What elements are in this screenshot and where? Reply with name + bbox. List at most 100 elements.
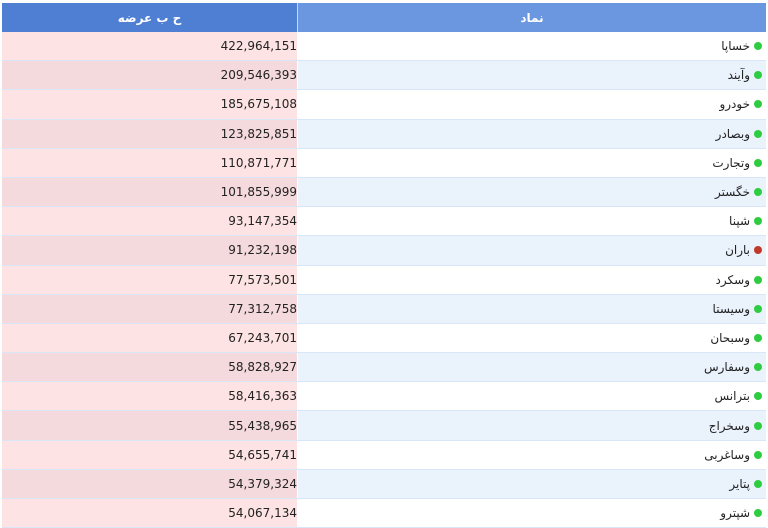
symbol-cell: وتجارت [297, 148, 766, 177]
supply-volume-value: 101,855,999 [220, 185, 297, 200]
supply-volume-value: 77,573,501 [228, 272, 297, 287]
table-row[interactable]: وساغربی 54,655,741 [2, 440, 766, 470]
status-dot-icon [754, 450, 762, 459]
supply-volume-value: 54,655,741 [228, 447, 297, 462]
symbol-cell: پتایر [297, 469, 766, 498]
table-row[interactable]: وسکرد 77,573,501 [2, 265, 766, 295]
supply-volume-value: 54,067,134 [228, 506, 297, 521]
table-row[interactable]: باران 91,232,198 [2, 236, 766, 266]
status-dot-icon [754, 246, 762, 255]
supply-volume-cell: 91,232,198 [2, 236, 297, 265]
status-dot-icon [754, 71, 762, 80]
supply-volume-value: 77,312,758 [228, 301, 297, 316]
table-row[interactable]: وسیستا 77,312,758 [2, 294, 766, 324]
symbol-label[interactable]: وسخراج [708, 418, 750, 433]
table-row[interactable]: شپترو 54,067,134 [2, 499, 766, 528]
supply-volume-cell: 422,964,151 [2, 32, 297, 61]
table-row[interactable]: خگستر 101,855,999 [2, 177, 766, 208]
supply-volume-cell: 209,546,393 [2, 61, 297, 90]
supply-volume-value: 185,675,108 [220, 97, 297, 112]
symbol-label[interactable]: وسفارس [703, 360, 750, 375]
symbol-cell: شپنا [297, 207, 766, 236]
table-row[interactable]: وبصادر 123,825,851 [2, 119, 766, 149]
symbol-cell: وبصادر [297, 119, 766, 148]
symbol-cell: وسیستا [297, 294, 766, 323]
symbol-cell: باران [297, 236, 766, 265]
symbol-cell: خساپا [297, 32, 766, 61]
column-header-supply-volume[interactable]: ح ب عرضه [2, 3, 297, 32]
symbol-label[interactable]: بترانس [714, 389, 750, 404]
symbol-label[interactable]: خساپا [721, 39, 750, 54]
supply-volume-cell: 93,147,354 [2, 207, 297, 236]
supply-volume-value: 209,546,393 [220, 68, 297, 83]
symbol-cell: شپترو [297, 499, 766, 528]
symbol-label[interactable]: وتجارت [712, 155, 750, 170]
symbol-label[interactable]: باران [725, 243, 750, 258]
symbol-label[interactable]: خگستر [715, 185, 750, 200]
supply-volume-value: 110,871,771 [220, 155, 297, 170]
supply-volume-cell: 54,655,741 [2, 440, 297, 469]
supply-volume-cell: 77,312,758 [2, 294, 297, 323]
supply-volume-cell: 55,438,965 [2, 411, 297, 440]
supply-volume-cell: 54,379,324 [2, 469, 297, 498]
symbol-cell: وسفارس [297, 353, 766, 382]
table-header: نماد ح ب عرضه [2, 3, 766, 32]
symbol-label[interactable]: وآیند [727, 68, 750, 83]
status-dot-icon [754, 479, 762, 488]
supply-volume-value: 67,243,701 [228, 330, 297, 345]
table-row[interactable]: بترانس 58,416,363 [2, 382, 766, 412]
table-row[interactable]: وسخراج 55,438,965 [2, 411, 766, 441]
symbol-label[interactable]: پتایر [729, 476, 750, 491]
symbol-cell: وسخراج [297, 411, 766, 440]
column-header-symbol[interactable]: نماد [297, 3, 766, 32]
symbol-label[interactable]: وسبحان [710, 330, 750, 345]
status-dot-icon [754, 100, 762, 109]
symbol-label[interactable]: وساغربی [704, 447, 750, 462]
symbol-cell: بترانس [297, 382, 766, 411]
supply-volume-cell: 54,067,134 [2, 499, 297, 528]
symbol-label[interactable]: شپنا [729, 214, 750, 229]
supply-volume-cell: 110,871,771 [2, 148, 297, 177]
supply-volume-value: 93,147,354 [228, 214, 297, 229]
supply-volume-cell: 58,828,927 [2, 353, 297, 382]
table-row[interactable]: پتایر 54,379,324 [2, 469, 766, 499]
symbol-label[interactable]: وسکرد [715, 272, 750, 287]
supply-volume-cell: 185,675,108 [2, 90, 297, 119]
table-row[interactable]: وسفارس 58,828,927 [2, 353, 766, 383]
table-row[interactable]: وسبحان 67,243,701 [2, 323, 766, 354]
symbol-cell: وآیند [297, 61, 766, 90]
table-row[interactable]: وتجارت 110,871,771 [2, 148, 766, 178]
symbol-cell: وسبحان [297, 323, 766, 353]
status-dot-icon [754, 304, 762, 313]
table-row[interactable]: وآیند 209,546,393 [2, 61, 766, 91]
table-row[interactable]: شپنا 93,147,354 [2, 207, 766, 237]
symbol-label[interactable]: وسیستا [712, 301, 750, 316]
table-row[interactable]: خساپا 422,964,151 [2, 32, 766, 62]
table-body: خساپا 422,964,151 وآیند 209,546,393 خودر… [2, 32, 766, 528]
symbol-label[interactable]: خودرو [719, 97, 750, 112]
status-dot-icon [754, 42, 762, 51]
supply-volume-cell: 123,825,851 [2, 119, 297, 148]
status-dot-icon [754, 129, 762, 138]
symbol-cell: خودرو [297, 90, 766, 119]
status-dot-icon [754, 188, 762, 197]
supply-volume-value: 123,825,851 [220, 126, 297, 141]
supply-volume-value: 58,828,927 [228, 360, 297, 375]
status-dot-icon [754, 421, 762, 430]
supply-volume-cell: 77,573,501 [2, 265, 297, 294]
supply-volume-cell: 58,416,363 [2, 382, 297, 411]
status-dot-icon [754, 333, 762, 342]
status-dot-icon [754, 275, 762, 284]
supply-volume-value: 54,379,324 [228, 476, 297, 491]
supply-volume-value: 55,438,965 [228, 418, 297, 433]
symbol-label[interactable]: شپترو [720, 506, 750, 521]
status-dot-icon [754, 217, 762, 226]
supply-volume-value: 422,964,151 [220, 39, 297, 54]
symbol-cell: وسکرد [297, 265, 766, 294]
supply-volume-value: 91,232,198 [228, 243, 297, 258]
status-dot-icon [754, 509, 762, 518]
supply-volume-cell: 101,855,999 [2, 177, 297, 207]
table-row[interactable]: خودرو 185,675,108 [2, 90, 766, 120]
supply-volume-value: 58,416,363 [228, 389, 297, 404]
symbol-label[interactable]: وبصادر [715, 126, 750, 141]
